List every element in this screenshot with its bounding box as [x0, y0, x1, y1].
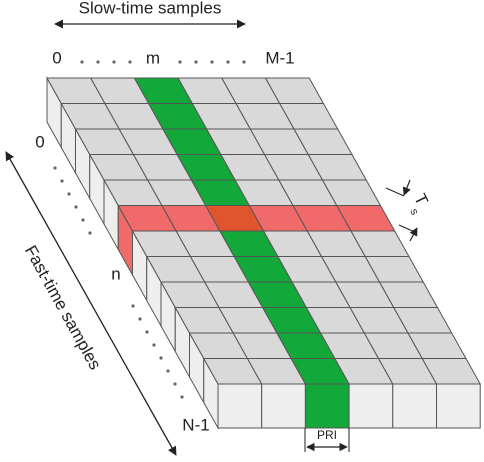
front-cell	[261, 383, 306, 429]
front-cell	[348, 383, 394, 429]
front-cell	[217, 383, 263, 429]
data-cube	[46, 76, 482, 430]
pri-label: PRI	[317, 428, 337, 442]
front-cell	[436, 383, 481, 429]
fast-time-arrow	[5, 151, 177, 456]
front-cell	[304, 383, 350, 429]
slow-time-title: Slow-time samples	[79, 0, 222, 17]
fast-time-index: n	[111, 264, 120, 283]
slow-time-end: M-1	[265, 48, 294, 67]
slow-time-start: 0	[52, 48, 61, 67]
fast-time-title: Fast-time samples	[21, 242, 105, 373]
top-cell	[421, 358, 482, 385]
pri-marker: PRI	[304, 428, 350, 452]
fast-time-start: 0	[35, 132, 44, 151]
slow-time-index: m	[146, 48, 160, 67]
fast-time-end: N-1	[182, 415, 209, 434]
front-cell	[392, 383, 437, 429]
ts-subscript: s	[407, 207, 420, 218]
slow-time-dots	[80, 60, 246, 64]
ts-symbol: T	[410, 191, 432, 209]
